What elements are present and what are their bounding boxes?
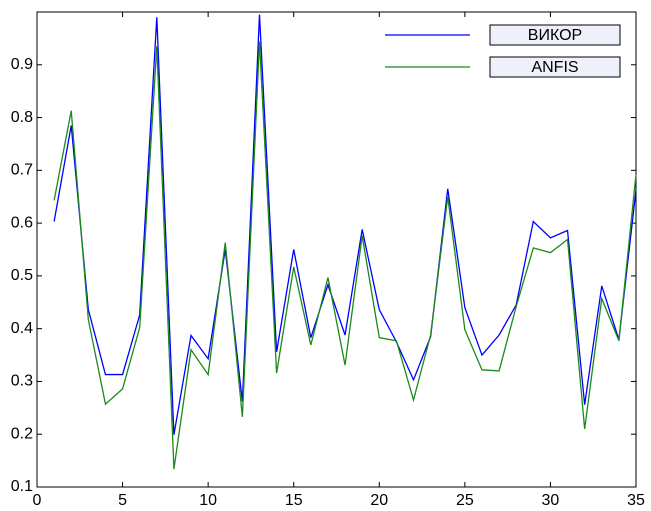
y-tick-label: 0.2	[11, 425, 33, 442]
y-tick-label: 0.3	[11, 373, 33, 390]
legend-box	[489, 56, 621, 78]
x-tick-label: 30	[542, 492, 560, 509]
x-tick-label: 25	[456, 492, 474, 509]
series-line	[53, 41, 637, 470]
y-tick-label: 0.7	[11, 162, 33, 179]
y-tick-label: 0.8	[11, 109, 33, 126]
x-tick-label: 10	[199, 492, 217, 509]
x-tick-label: 35	[627, 492, 645, 509]
x-tick-label: 0	[33, 492, 42, 509]
series-line	[53, 14, 637, 435]
legend-label: ANFIS	[531, 59, 578, 76]
x-tick-label: 15	[285, 492, 303, 509]
y-tick-label: 0.9	[11, 56, 33, 73]
y-tick-label: 0.5	[11, 267, 33, 284]
legend-box	[489, 24, 621, 46]
legend-label: ВИКОР	[528, 27, 582, 44]
x-tick-label: 5	[118, 492, 127, 509]
y-tick-label: 0.4	[11, 320, 33, 337]
plot-area	[36, 11, 637, 488]
y-tick-label: 0.1	[11, 478, 33, 495]
x-tick-label: 20	[370, 492, 388, 509]
y-tick-label: 0.6	[11, 214, 33, 231]
